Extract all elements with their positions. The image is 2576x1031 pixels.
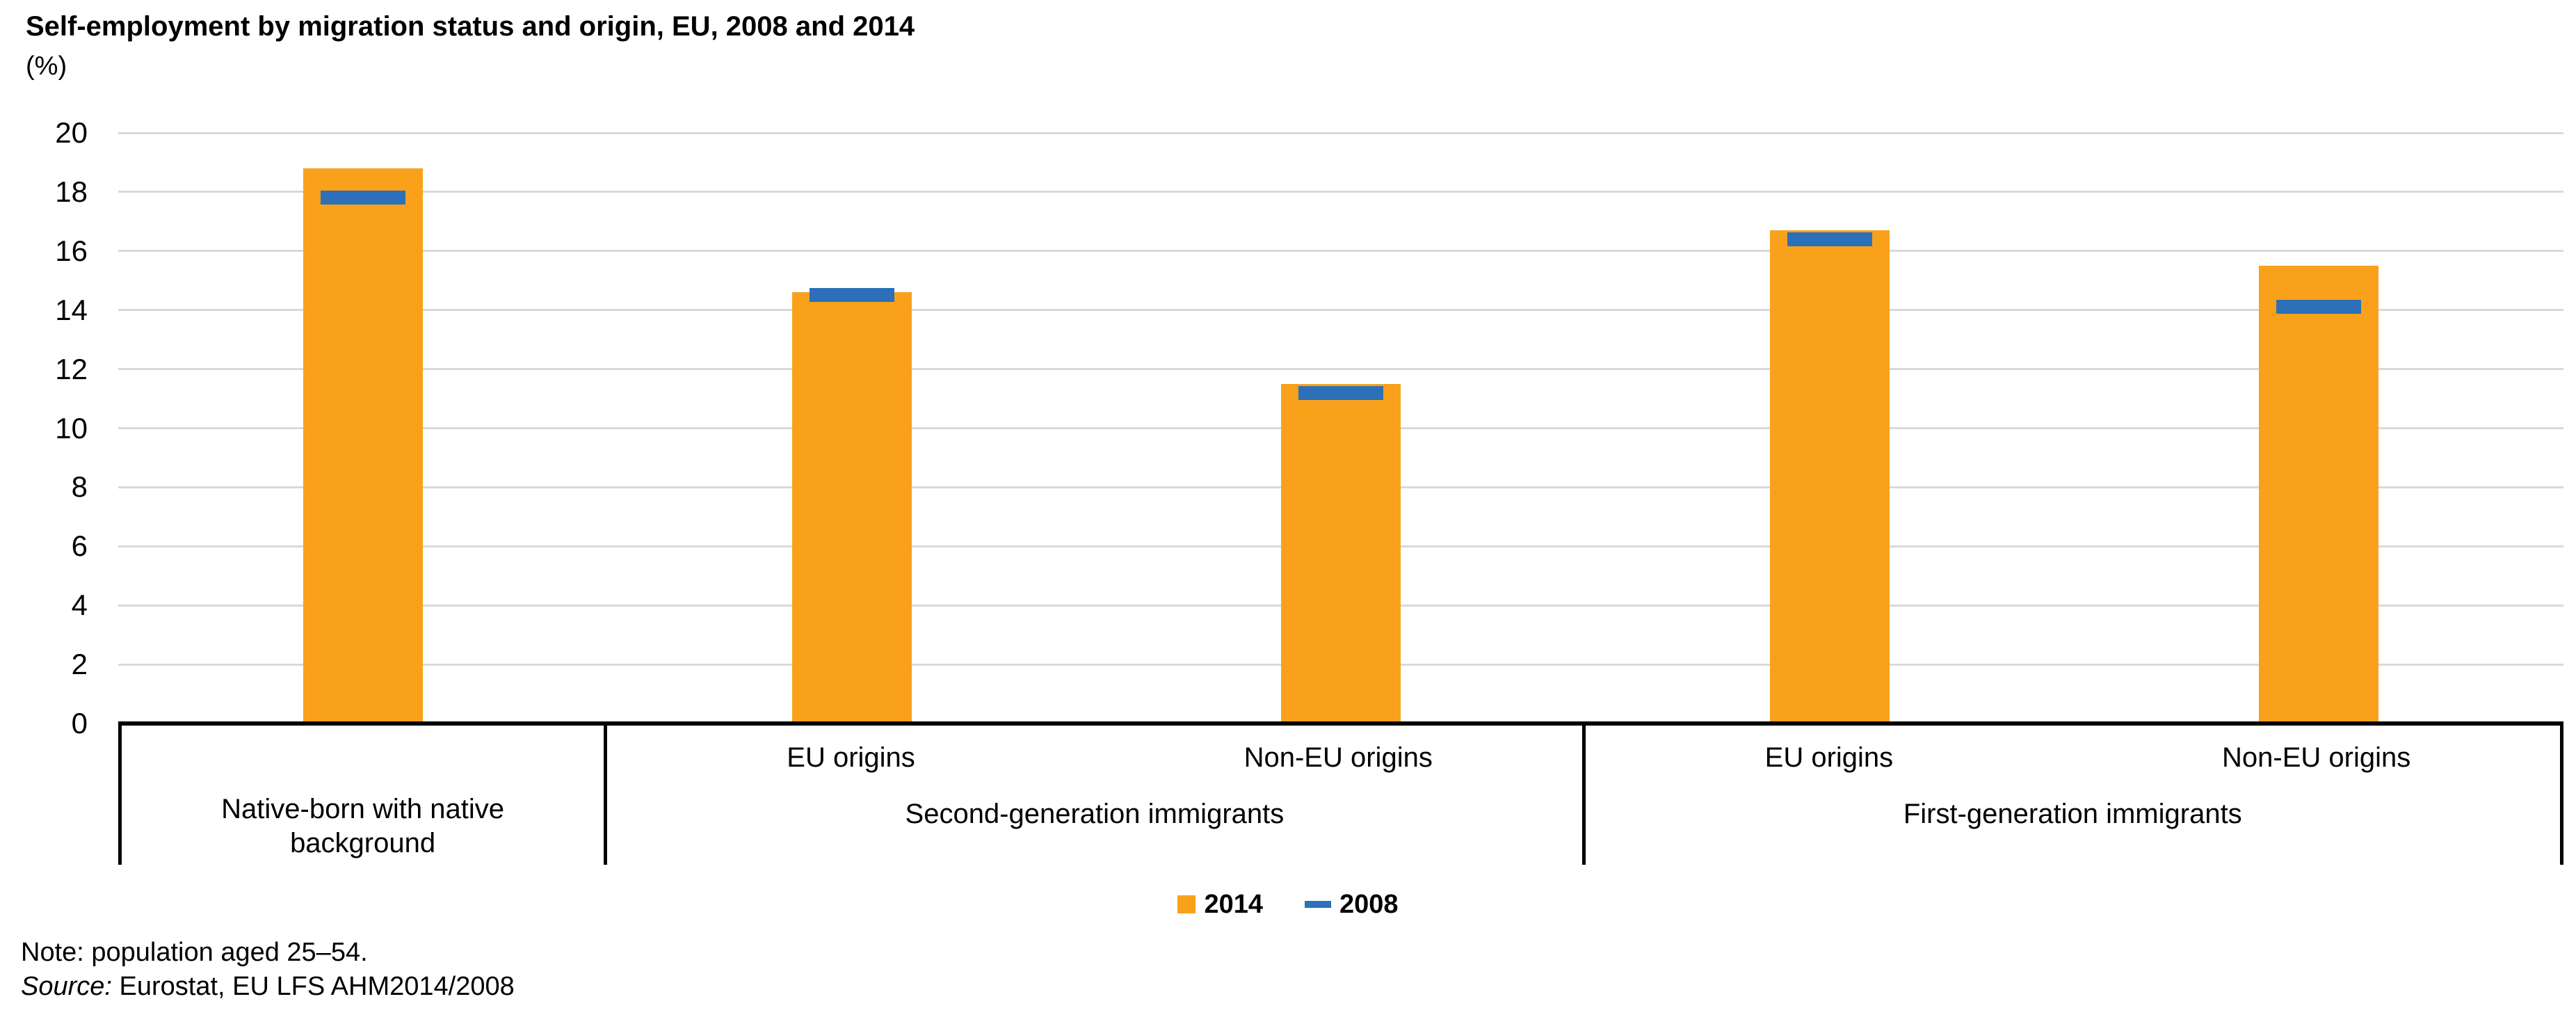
group-label-0: Native-born with native background [221, 794, 505, 858]
dash-2008-category-4 [2276, 300, 2362, 314]
y-tick-label-20: 20 [55, 116, 88, 149]
legend: 2014 2008 [0, 889, 2576, 920]
legend-swatch-2008 [1305, 901, 1331, 908]
y-tick-label-10: 10 [55, 411, 88, 445]
y-tick-label-4: 4 [71, 589, 88, 622]
dash-2008-category-0 [320, 191, 405, 205]
category-axis-table: Native-born with native background EU ori… [118, 721, 2563, 865]
dash-2008-category-1 [809, 288, 894, 303]
y-tick-label-0: 0 [71, 707, 88, 740]
group-label-1: Second-generation immigrants [905, 799, 1285, 829]
y-tick-label-8: 8 [71, 470, 88, 504]
y-tick-label-2: 2 [71, 648, 88, 681]
y-tick-label-14: 14 [55, 293, 88, 326]
sub-label-2-1: Non-EU origins [2222, 742, 2411, 773]
bar-2014-category-2 [1281, 383, 1401, 724]
legend-item-2014: 2014 [1177, 890, 1263, 920]
gridline-12 [118, 368, 2563, 371]
legend-label-2008: 2008 [1339, 889, 1399, 919]
sub-label-row-2: EU origins Non-EU origins [1586, 742, 2560, 774]
dash-2008-category-2 [1298, 385, 1383, 400]
gridline-20 [118, 131, 2563, 134]
dash-2008-category-3 [1787, 232, 1873, 246]
gridline-18 [118, 191, 2563, 193]
y-axis-tick-labels: 0 2 4 6 8 10 12 14 16 18 20 [0, 116, 88, 740]
y-tick-label-12: 12 [55, 352, 88, 385]
bar-2014-category-0 [303, 168, 423, 724]
legend-swatch-2014 [1177, 895, 1196, 913]
y-tick-label-6: 6 [71, 529, 88, 563]
category-group-cell-2: EU origins Non-EU origins First-generation… [1586, 726, 2563, 865]
plot-area [118, 131, 2563, 724]
sub-label-1-1: Non-EU origins [1243, 742, 1433, 773]
legend-label-2014: 2014 [1204, 889, 1263, 919]
legend-item-2008: 2008 [1305, 890, 1399, 920]
bar-2014-category-3 [1770, 230, 1890, 724]
source-value: Eurostat, EU LFS AHM2014/2008 [119, 972, 515, 1001]
sub-label-1-0: EU origins [787, 742, 915, 773]
footnotes: Note: population aged 25–54. Source: Eur… [21, 936, 515, 1004]
category-group-cell-0: Native-born with native background [118, 726, 608, 865]
category-group-cell-1: EU origins Non-EU origins Second-generatio… [607, 726, 1586, 865]
y-tick-label-16: 16 [55, 234, 88, 267]
y-axis-unit-label: (%) [26, 51, 67, 81]
gridline-14 [118, 309, 2563, 312]
sub-label-row-1: EU origins Non-EU origins [607, 742, 1581, 774]
group-label-2: First-generation immigrants [1903, 799, 2242, 829]
bar-2014-category-4 [2259, 266, 2379, 724]
y-tick-label-18: 18 [55, 175, 88, 208]
source-label: Source: [21, 972, 112, 1001]
source-text: Source: Eurostat, EU LFS AHM2014/2008 [21, 970, 515, 1004]
gridline-16 [118, 250, 2563, 253]
chart-title: Self-employment by migration status and … [26, 11, 915, 42]
sub-label-2-0: EU origins [1764, 742, 1894, 773]
note-text: Note: population aged 25–54. [21, 938, 368, 967]
bar-2014-category-1 [791, 292, 912, 724]
